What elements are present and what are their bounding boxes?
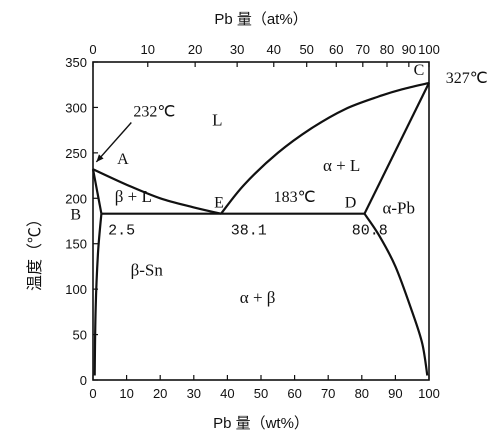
annotation-label: 2.5 — [108, 223, 135, 240]
solvus-beta-line — [93, 213, 103, 376]
point-label-D: D — [345, 195, 357, 212]
annotation-label: 38.1 — [231, 223, 267, 240]
liquidus-right-line — [220, 81, 430, 215]
top-tick-label: 60 — [329, 42, 343, 57]
top-tick-label: 80 — [380, 42, 394, 57]
labels-layer: A B C D E 232℃ 327℃ 183℃ 2.5 38.1 80.8 Lα + L β + L α… — [70, 62, 487, 307]
region-label: α + L — [323, 156, 360, 175]
region-label: β + L — [115, 187, 152, 206]
point-label-A: A — [117, 151, 129, 168]
top-tick-label: 90 — [402, 42, 416, 57]
x-tick-label: 60 — [287, 386, 301, 401]
liquidus-left-line — [92, 168, 222, 215]
x-axis-title: Pb 量（wt%） — [213, 415, 309, 432]
x-tick-label: 90 — [388, 386, 402, 401]
top-tick-label: 30 — [230, 42, 244, 57]
point-label-B: B — [70, 207, 81, 224]
x-tick-label: 100 — [418, 386, 440, 401]
top-tick-label: 0 — [89, 42, 96, 57]
top-tick-label: 20 — [188, 42, 202, 57]
y-tick-label: 200 — [65, 191, 87, 206]
top-tick-label: 50 — [299, 42, 313, 57]
region-label: α + β — [240, 288, 276, 307]
curves-layer — [91, 81, 430, 376]
region-label: β-Sn — [131, 261, 164, 280]
solidus-beta-line — [91, 168, 103, 214]
y-tick-label: 250 — [65, 146, 87, 161]
top-tick-label: 70 — [356, 42, 370, 57]
solidus-alpha-line — [363, 82, 430, 215]
point-label-E: E — [214, 195, 224, 212]
annotation-arrow — [95, 122, 132, 163]
y-tick-label: 350 — [65, 55, 87, 70]
y-tick-label: 50 — [73, 328, 87, 343]
annotation-label: 327℃ — [446, 70, 488, 87]
x-tick-label: 50 — [254, 386, 268, 401]
top-tick-label: 100 — [418, 42, 440, 57]
x-tick-label: 0 — [89, 386, 96, 401]
annotation-label: 80.8 — [352, 223, 388, 240]
top-tick-label: 10 — [141, 42, 155, 57]
x-tick-label: 80 — [355, 386, 369, 401]
region-label: α-Pb — [382, 199, 415, 218]
annotation-label: 183℃ — [274, 189, 316, 206]
x-tick-label: 70 — [321, 386, 335, 401]
top-tick-label: 40 — [267, 42, 281, 57]
y-tick-label: 0 — [80, 373, 87, 388]
annotation-label: 232℃ — [133, 104, 175, 121]
region-label: L — [212, 111, 222, 130]
x-tick-label: 10 — [119, 386, 133, 401]
x-tick-label: 40 — [220, 386, 234, 401]
x-tick-label: 30 — [187, 386, 201, 401]
x-tick-label: 20 — [153, 386, 167, 401]
y-tick-label: 300 — [65, 100, 87, 115]
annotation-arrowhead — [96, 154, 104, 162]
y-tick-label: 150 — [65, 237, 87, 252]
ticks-layer: 0 10 20 30 40 50 60 70 80 90 100050100150200250300… — [65, 42, 440, 401]
top-axis-title: Pb 量（at%） — [214, 11, 307, 28]
y-tick-label: 100 — [65, 282, 87, 297]
y-axis-title: 温度（℃） — [26, 211, 44, 291]
solvus-alpha-line — [363, 213, 429, 376]
point-label-C: C — [414, 62, 425, 79]
